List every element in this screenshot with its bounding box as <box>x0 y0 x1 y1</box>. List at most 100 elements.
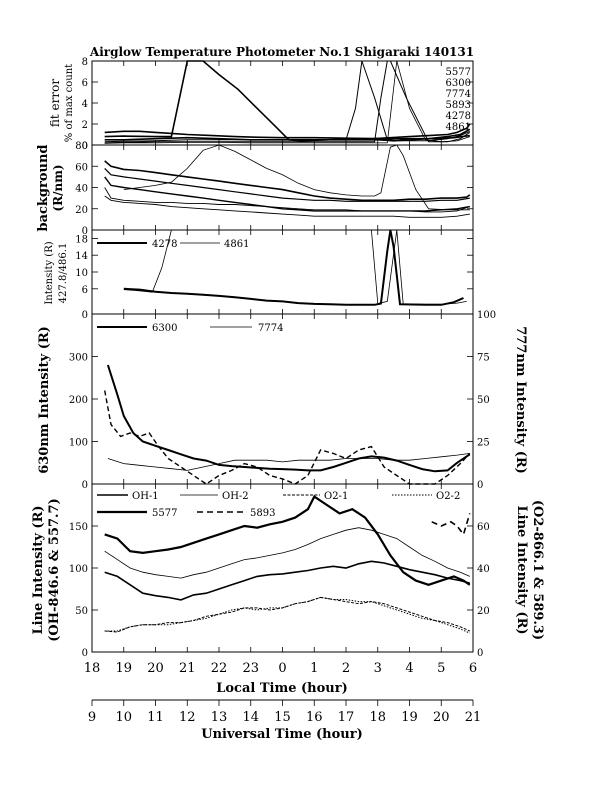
y-tick-label-background-4: 80 <box>75 141 88 152</box>
line-intensity-right-ylabel2: (O2-866.1 & 589.3) <box>530 500 545 640</box>
fit-error-series-label-5577: 5577 <box>446 67 471 78</box>
legend-4278-label: 4278 <box>152 239 177 250</box>
local-time-tick-label-1: 19 <box>115 661 132 676</box>
y-right-tick-label-630-777-intensity-1: 25 <box>477 438 490 449</box>
series-line-intensity-427-486-4861 <box>123 229 467 305</box>
series-line-630-777-intensity-7774 <box>107 453 470 471</box>
chart-title: Airglow Temperature Photometer No.1 Shig… <box>89 45 474 59</box>
series-line-line-intensity-oh-o2-5893 <box>431 513 471 537</box>
y-tick-label-intensity-427-486-0: 0 <box>82 310 88 321</box>
local-time-tick-label-4: 22 <box>211 661 228 676</box>
y-tick-label-background-3: 60 <box>75 162 88 173</box>
legend-427-486: 4278 4861 <box>97 239 249 250</box>
y-right-tick-label-630-777-intensity-4: 100 <box>477 310 496 321</box>
universal-time-tick-label-6: 15 <box>274 710 291 725</box>
series-line-line-intensity-oh-o2-O2-1 <box>104 596 471 633</box>
y-tick-label-fit-error-2: 4 <box>82 99 88 110</box>
series-line-background-s4 <box>104 195 470 218</box>
y-tick-label-630-777-intensity-2: 200 <box>69 395 88 406</box>
universal-time-tick-label-11: 20 <box>433 710 450 725</box>
y-tick-label-fit-error-3: 6 <box>82 78 88 89</box>
y-tick-label-intensity-427-486-3: 14 <box>75 251 88 262</box>
y-right-tick-label-line-intensity-oh-o2-2: 40 <box>477 564 490 575</box>
fit-error-series-label-4861: 4861 <box>446 122 471 133</box>
universal-time-tick-label-4: 13 <box>211 710 228 725</box>
series-line-line-intensity-oh-o2-O2-2 <box>104 596 471 634</box>
series-line-background-s5 <box>123 144 470 211</box>
y-tick-label-line-intensity-oh-o2-0: 0 <box>82 648 88 659</box>
series-line-intensity-427-486-4278 <box>123 229 464 306</box>
background-ylabel2: (R/nm) <box>51 164 65 211</box>
universal-time-tick-label-10: 19 <box>401 710 418 725</box>
local-time-axis-label: Local Time (hour) <box>216 681 348 696</box>
fit-error-series-label-5893: 5893 <box>446 100 471 111</box>
plot-layer: 0246855776300777458934278486102040608006… <box>69 57 496 725</box>
777nm-ylabel: 777nm Intensity (R) <box>513 326 528 474</box>
y-tick-label-630-777-intensity-3: 300 <box>69 353 88 364</box>
series-line-background-s3 <box>104 187 470 213</box>
y-tick-label-fit-error-0: 0 <box>82 141 88 152</box>
y-tick-label-line-intensity-oh-o2-3: 150 <box>69 522 88 533</box>
intensity-427-ylabel: Intensity (R) <box>44 241 55 304</box>
series-line-line-intensity-oh-o2-OH-1 <box>104 560 471 601</box>
y-tick-label-background-1: 20 <box>75 205 88 216</box>
y-tick-label-line-intensity-oh-o2-2: 100 <box>69 564 88 575</box>
line-intensity-right-ylabel: Line Intensity (R) <box>514 505 529 634</box>
universal-time-tick-label-9: 18 <box>369 710 386 725</box>
local-time-tick-label-9: 3 <box>374 661 382 676</box>
legend-o22-label: O2-2 <box>436 491 460 502</box>
fit-error-series-label-4278: 4278 <box>446 111 471 122</box>
y-tick-label-background-2: 40 <box>75 184 88 195</box>
legend-oh1-label: OH-1 <box>132 491 159 502</box>
y-right-tick-label-line-intensity-oh-o2-3: 60 <box>477 522 490 533</box>
universal-time-tick-label-3: 12 <box>179 710 196 725</box>
y-right-tick-label-line-intensity-oh-o2-0: 0 <box>477 648 483 659</box>
intensity-427-ylabel2: 427.8/486.1 <box>58 243 69 304</box>
local-time-tick-label-8: 2 <box>342 661 350 676</box>
legend-630-777: 6300 7774 <box>97 323 283 334</box>
y-tick-label-fit-error-1: 2 <box>82 120 88 131</box>
series-line-line-intensity-oh-o2-OH-2 <box>104 527 470 579</box>
local-time-tick-label-5: 23 <box>242 661 259 676</box>
panel-frame-630-777-intensity <box>91 313 474 485</box>
universal-time-tick-label-12: 21 <box>465 710 482 725</box>
line-intensity-ylabel2: (OH-846.6 & 557.7) <box>47 498 62 642</box>
line-intensity-ylabel: Line Intensity (R) <box>31 505 46 634</box>
universal-time-tick-label-0: 9 <box>88 710 96 725</box>
y-right-tick-label-630-777-intensity-2: 50 <box>477 395 490 406</box>
630nm-ylabel: 630nm Intensity (R) <box>37 326 52 474</box>
y-tick-label-630-777-intensity-1: 100 <box>69 438 88 449</box>
universal-time-tick-label-5: 14 <box>242 710 259 725</box>
y-right-tick-label-630-777-intensity-3: 75 <box>477 353 490 364</box>
y-tick-label-background-0: 0 <box>82 226 88 237</box>
background-ylabel: background <box>36 144 51 231</box>
legend-oh2-label: OH-2 <box>222 491 249 502</box>
legend-4861-label: 4861 <box>224 239 249 250</box>
y-right-tick-label-line-intensity-oh-o2-1: 20 <box>477 606 490 617</box>
local-time-tick-label-6: 0 <box>278 661 286 676</box>
legend-o21-label: O2-1 <box>324 491 348 502</box>
series-line-fit-error-7774 <box>104 128 471 142</box>
local-time-tick-label-0: 18 <box>84 661 101 676</box>
legend-6300-label: 6300 <box>152 323 177 334</box>
series-line-line-intensity-oh-o2-5577 <box>104 494 471 586</box>
legend-5577-label: 5577 <box>152 508 177 519</box>
y-tick-label-fit-error-4: 8 <box>82 57 88 68</box>
series-line-fit-error-4861 <box>104 60 470 144</box>
local-time-tick-label-11: 5 <box>437 661 445 676</box>
local-time-tick-label-10: 4 <box>405 661 413 676</box>
legend-7774-label: 7774 <box>258 323 283 334</box>
series-line-630-777-intensity-6300 <box>106 364 471 473</box>
legend-line-intensity: OH-1 OH-2 O2-1 O2-2 5577 5893 <box>97 491 460 519</box>
y-tick-label-intensity-427-486-4: 18 <box>75 234 88 245</box>
local-time-tick-label-2: 20 <box>147 661 164 676</box>
local-time-tick-label-12: 6 <box>469 661 477 676</box>
series-line-fit-error-6300 <box>104 60 471 142</box>
local-time-tick-label-3: 21 <box>179 661 196 676</box>
y-tick-label-630-777-intensity-0: 0 <box>82 480 88 491</box>
panel-frame-line-intensity-oh-o2 <box>91 483 474 653</box>
legend-5893-label: 5893 <box>250 508 275 519</box>
universal-time-tick-label-2: 11 <box>147 710 164 725</box>
